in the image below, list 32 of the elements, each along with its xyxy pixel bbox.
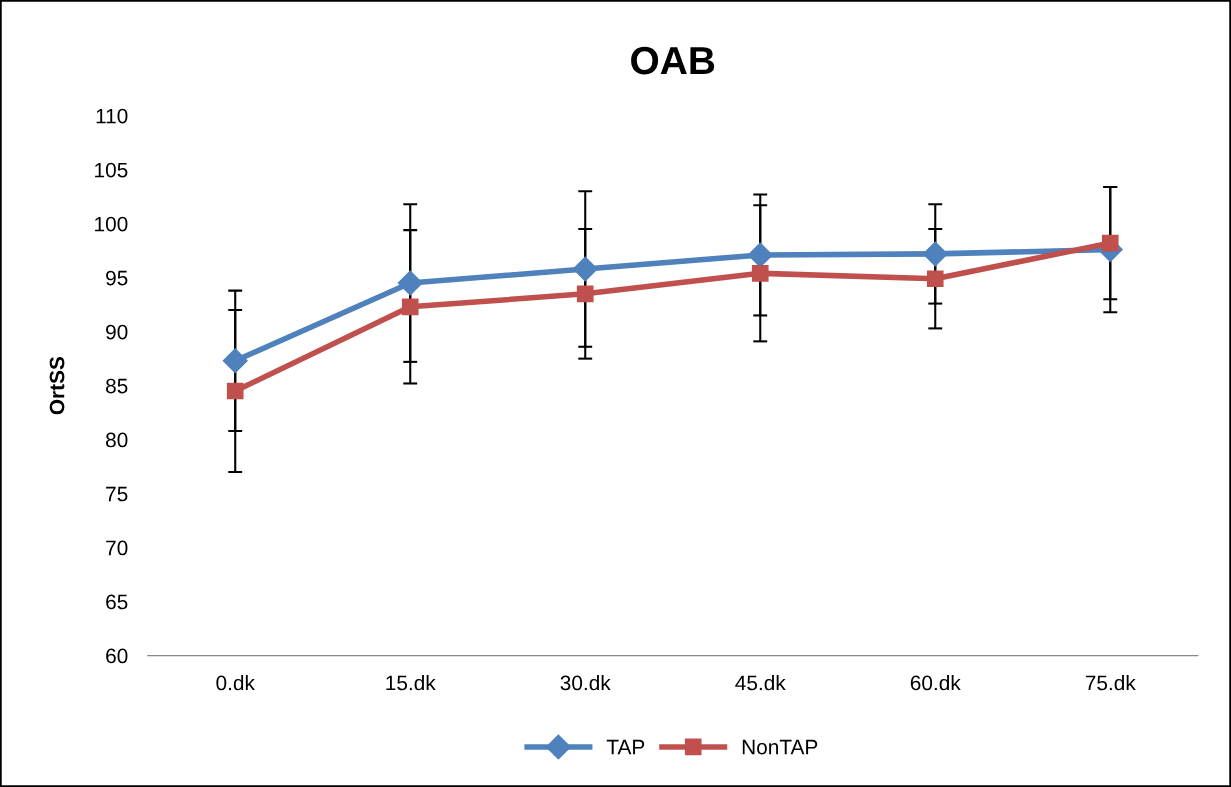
x-tick-label: 30.dk xyxy=(560,675,611,691)
y-tick-label: 80 xyxy=(106,432,128,448)
y-tick-label: 105 xyxy=(95,162,128,178)
point xyxy=(1101,234,1119,252)
y-tick-label: 60 xyxy=(106,648,128,664)
y-tick-label: 70 xyxy=(106,540,128,556)
y-tick-label: 110 xyxy=(96,108,128,124)
point xyxy=(751,265,769,282)
y-tick-label: 75 xyxy=(106,486,128,502)
x-tick-label: 0.dk xyxy=(216,675,255,691)
y-axis-title: OrtSS xyxy=(49,356,65,415)
point xyxy=(926,270,944,288)
y-tick-label: 65 xyxy=(106,594,128,610)
legend-label: NonTAP xyxy=(742,739,818,755)
x-tick-label: 60.dk xyxy=(910,675,961,691)
x-tick-label: 45.dk xyxy=(735,675,786,691)
x-tick-label: 75.dk xyxy=(1085,675,1136,691)
point xyxy=(922,241,948,267)
y-tick-label: 90 xyxy=(106,324,128,340)
point xyxy=(576,285,594,303)
chart-title: OAB xyxy=(631,46,715,75)
x-tick-label: 15.dk xyxy=(386,675,436,691)
y-tick-label: 100 xyxy=(95,216,128,232)
point xyxy=(397,270,423,296)
y-tick-label: 95 xyxy=(106,270,128,286)
point xyxy=(222,348,248,374)
point xyxy=(401,298,419,316)
point xyxy=(572,256,598,282)
y-tick-label: 85 xyxy=(106,378,128,394)
point xyxy=(747,242,773,268)
legend-label: TAP xyxy=(606,739,645,755)
point xyxy=(226,382,244,400)
